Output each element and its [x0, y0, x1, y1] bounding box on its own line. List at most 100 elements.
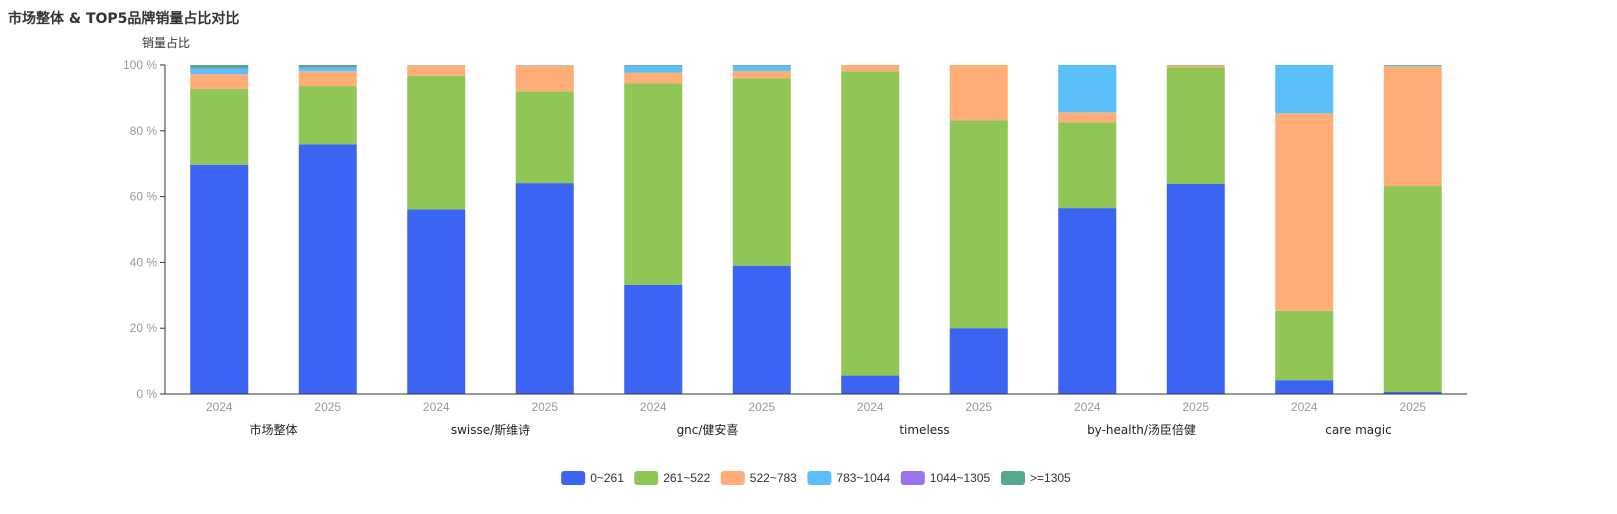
bar-segment[interactable]	[407, 75, 466, 210]
chart-title: 市场整体 & TOP5品牌销量占比对比	[8, 11, 240, 27]
legend-item[interactable]: 261~522	[634, 471, 711, 485]
legend-label: 522~783	[750, 471, 797, 485]
legend-item[interactable]: 0~261	[561, 471, 624, 485]
legend-swatch	[634, 471, 659, 485]
x-tick-label: 2025	[748, 400, 775, 414]
bar-segment[interactable]	[1166, 67, 1225, 184]
x-tick-label: 2025	[1399, 400, 1426, 414]
bar-segment[interactable]	[1275, 65, 1334, 114]
bar-segment[interactable]	[190, 164, 249, 394]
x-axis: 2024 2025 2024 2025 2024 2025 2024 2025 2024 2025…	[165, 393, 1467, 414]
y-tick-label: 40 %	[130, 255, 158, 269]
bar-segment[interactable]	[624, 284, 683, 394]
legend-label: 1044~1305	[930, 471, 991, 485]
group-label: gnc/健安喜	[677, 422, 739, 437]
group-label: timeless	[899, 423, 949, 437]
bar-segment[interactable]	[1275, 310, 1334, 381]
bar-segment[interactable]	[1383, 392, 1442, 394]
bar-segment[interactable]	[1275, 113, 1334, 311]
bar-segment[interactable]	[732, 70, 791, 79]
bar-segment[interactable]	[1166, 183, 1225, 394]
group-label: swisse/斯维诗	[451, 423, 530, 437]
group-label: 市场整体	[249, 422, 297, 437]
x-tick-label: 2024	[206, 400, 233, 414]
bar-segment[interactable]	[949, 120, 1008, 329]
bar-segment[interactable]	[949, 65, 1008, 121]
group-label: by-health/汤臣倍健	[1087, 422, 1196, 437]
y-tick-label: 0 %	[136, 387, 157, 401]
legend-item[interactable]: 783~1044	[807, 471, 890, 485]
legend-swatch	[1001, 471, 1025, 485]
bar-segment[interactable]	[298, 144, 357, 394]
bar-segment[interactable]	[1166, 65, 1225, 68]
legend-item[interactable]: >=1305	[1001, 471, 1071, 485]
bar-segment[interactable]	[1275, 380, 1334, 394]
x-tick-label: 2024	[1074, 400, 1101, 414]
bar-segment[interactable]	[190, 65, 249, 68]
bar-segment[interactable]	[732, 65, 791, 66]
y-axis: 0 % 20 % 40 % 60 % 80 % 100 %	[123, 58, 166, 401]
x-tick-label: 2025	[531, 400, 558, 414]
bar-segment[interactable]	[298, 65, 357, 68]
legend[interactable]: 0~261 261~522 522~783 783~1044 1044~1305 >=13…	[561, 471, 1071, 485]
legend-swatch	[807, 471, 832, 485]
bar-segment[interactable]	[515, 65, 574, 92]
x-tick-label: 2025	[965, 400, 992, 414]
legend-item[interactable]: 1044~1305	[900, 471, 991, 485]
y-tick-label: 20 %	[130, 321, 158, 335]
bar-segment[interactable]	[298, 86, 357, 145]
bar-segment[interactable]	[515, 91, 574, 184]
bar-segment[interactable]	[624, 65, 683, 73]
legend-label: 0~261	[590, 471, 624, 485]
group-labels: 市场整体 swisse/斯维诗 gnc/健安喜 timeless by-health/汤…	[249, 422, 1391, 437]
bar-segment[interactable]	[190, 89, 249, 165]
y-tick-label: 80 %	[130, 124, 158, 138]
bar-segment[interactable]	[732, 65, 791, 71]
bar-segment[interactable]	[407, 65, 466, 76]
bars	[190, 65, 1442, 394]
x-tick-label: 2025	[314, 400, 341, 414]
bar-segment[interactable]	[190, 74, 249, 90]
bar-segment[interactable]	[732, 265, 791, 394]
bar-segment[interactable]	[949, 328, 1008, 394]
bar-segment[interactable]	[298, 71, 357, 87]
x-tick-label: 2024	[1291, 400, 1318, 414]
bar-segment[interactable]	[624, 65, 683, 66]
bar-segment[interactable]	[1383, 65, 1442, 67]
x-tick-label: 2024	[857, 400, 884, 414]
legend-label: 783~1044	[836, 471, 890, 485]
y-axis-label: 销量占比	[142, 35, 190, 50]
bar-segment[interactable]	[1383, 66, 1442, 187]
legend-swatch	[561, 471, 586, 485]
group-label: care magic	[1325, 423, 1391, 437]
bar-segment[interactable]	[841, 65, 900, 72]
y-tick-label: 100 %	[123, 58, 157, 72]
bar-segment[interactable]	[515, 183, 574, 394]
bar-segment[interactable]	[298, 67, 357, 72]
bar-segment[interactable]	[1383, 186, 1442, 393]
bar-segment[interactable]	[841, 375, 900, 394]
x-tick-label: 2024	[423, 400, 450, 414]
bar-segment[interactable]	[298, 67, 357, 68]
legend-item[interactable]: 522~783	[720, 471, 797, 485]
bar-segment[interactable]	[624, 83, 683, 285]
bar-segment[interactable]	[1058, 122, 1117, 209]
bar-segment[interactable]	[841, 71, 900, 376]
bar-segment[interactable]	[1058, 65, 1117, 113]
x-tick-label: 2024	[640, 400, 667, 414]
legend-label: 261~522	[663, 471, 710, 485]
legend-label: >=1305	[1030, 471, 1071, 485]
bar-segment[interactable]	[1058, 208, 1117, 394]
legend-swatch	[720, 471, 745, 485]
bar-segment[interactable]	[732, 78, 791, 266]
y-tick-label: 60 %	[130, 190, 158, 204]
bar-segment[interactable]	[190, 68, 249, 75]
bar-segment[interactable]	[407, 209, 466, 394]
bar-segment[interactable]	[190, 67, 249, 69]
bar-segment[interactable]	[1383, 65, 1442, 66]
bar-segment[interactable]	[1058, 112, 1117, 123]
legend-swatch	[900, 471, 925, 485]
x-tick-label: 2025	[1182, 400, 1209, 414]
bar-segment[interactable]	[624, 72, 683, 84]
